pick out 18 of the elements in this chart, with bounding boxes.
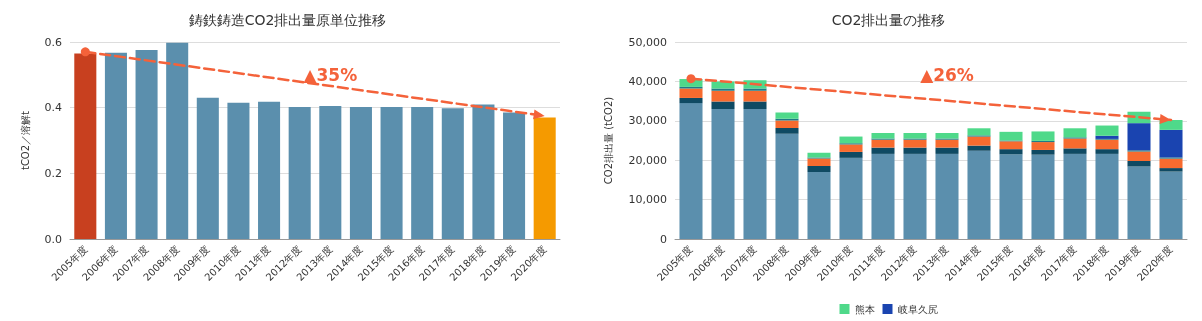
y-axis-title: CO2排出量 (tCO2) bbox=[602, 96, 614, 185]
legend-label: 熊本 bbox=[854, 303, 875, 315]
y-axis-title: tCO2／溶解t bbox=[19, 110, 31, 171]
y-tick-label: 10,000 bbox=[628, 193, 667, 207]
y-tick-label: 50,000 bbox=[628, 35, 667, 49]
y-tick-label: 40,000 bbox=[628, 74, 667, 88]
y-tick-label: 30,000 bbox=[628, 114, 667, 128]
legend-label: 岐阜久尻 bbox=[897, 303, 938, 315]
annotation: ▲26% bbox=[920, 65, 974, 86]
chart-title: 鋳鉄鋳造CO2排出量原単位推移 bbox=[188, 12, 387, 28]
y-tick-label: 0.4 bbox=[44, 101, 62, 115]
y-tick-label: 0 bbox=[660, 232, 667, 246]
y-tick-label: 20,000 bbox=[628, 153, 667, 167]
y-tick-label: 0.6 bbox=[44, 35, 62, 49]
y-tick-label: 0.2 bbox=[44, 166, 62, 180]
chart-title: CO2排出量の推移 bbox=[831, 12, 946, 28]
y-tick-label: 0.0 bbox=[44, 232, 62, 246]
annotation: ▲35% bbox=[303, 65, 358, 86]
